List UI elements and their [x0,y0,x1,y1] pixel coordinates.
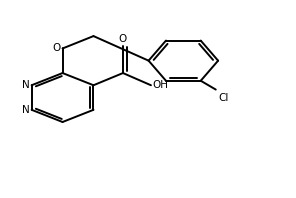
Text: O: O [119,33,127,44]
Text: N: N [22,80,30,90]
Text: OH: OH [152,80,168,90]
Text: N: N [22,105,30,115]
Text: Cl: Cl [218,93,228,103]
Text: O: O [53,44,61,53]
